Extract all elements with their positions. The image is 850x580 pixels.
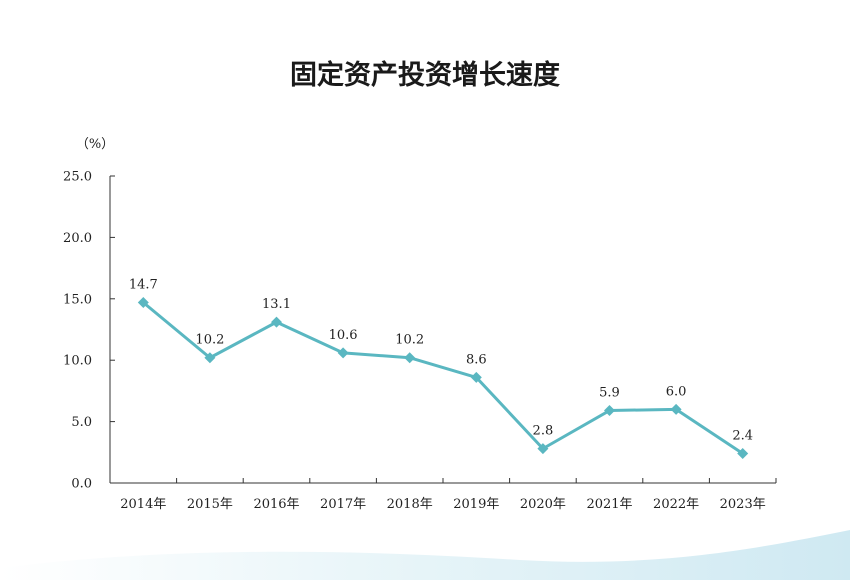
data-point-marker (470, 371, 482, 383)
decorative-wave (0, 530, 850, 580)
data-point-marker (337, 347, 349, 359)
data-point-marker (404, 352, 416, 364)
y-tick-label: 15.0 (63, 292, 92, 307)
y-axis-unit: （%） (76, 137, 114, 152)
x-tick-label: 2021年 (586, 497, 632, 512)
x-tick-label: 2017年 (320, 497, 366, 512)
x-tick-label: 2018年 (387, 497, 433, 512)
data-label: 5.9 (599, 386, 620, 401)
data-label: 13.1 (262, 297, 291, 312)
data-labels: 14.7 10.2 13.1 10.6 10.2 8.6 2.8 5.9 6.0 2.4 (129, 277, 753, 443)
data-label: 10.2 (195, 333, 224, 348)
data-point-marker (670, 403, 682, 415)
data-label: 2.4 (732, 429, 753, 444)
series-line (137, 296, 749, 460)
x-tick-label: 2014年 (120, 497, 166, 512)
x-tick-label: 2022年 (653, 497, 699, 512)
x-tick-label: 2016年 (253, 497, 299, 512)
x-tick-label: 2019年 (453, 497, 499, 512)
data-point-marker (537, 443, 549, 455)
y-tick-label: 20.0 (63, 231, 92, 246)
data-point-marker (737, 448, 749, 460)
y-tick-label: 25.0 (63, 170, 92, 185)
x-tick-label: 2020年 (520, 497, 566, 512)
data-point-marker (137, 296, 149, 308)
data-label: 10.6 (329, 328, 358, 343)
x-tick-label: 2015年 (187, 497, 233, 512)
y-tick-label: 0.0 (71, 477, 92, 492)
x-tick-label: 2023年 (720, 497, 766, 512)
data-label: 2.8 (533, 424, 554, 439)
data-label: 8.6 (466, 352, 487, 367)
data-point-marker (604, 405, 615, 417)
series-polyline (141, 300, 745, 456)
data-label: 6.0 (666, 384, 687, 399)
chart-title: 固定资产投资增长速度 (290, 59, 560, 91)
y-tick-label: 10.0 (63, 354, 92, 369)
data-label: 14.7 (129, 277, 158, 292)
y-tick-label: 5.0 (71, 415, 92, 430)
data-point-marker (204, 352, 216, 364)
data-label: 10.2 (395, 333, 424, 348)
axes: 0.0 5.0 10.0 15.0 20.0 25.0 2014年 2015年 2016年 201… (63, 170, 777, 512)
data-point-marker (271, 316, 282, 328)
